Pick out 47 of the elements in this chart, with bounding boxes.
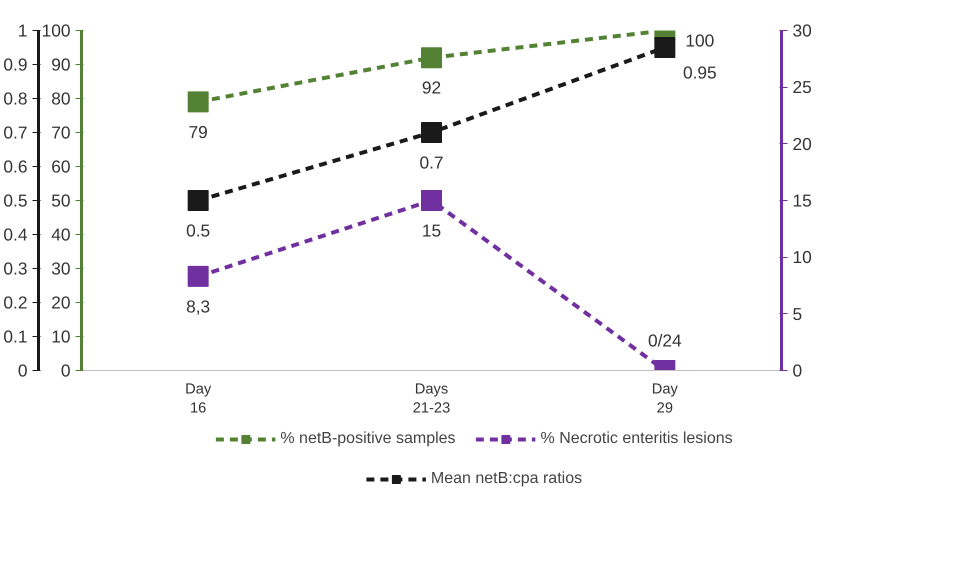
y-tick-label: 40 — [51, 224, 71, 244]
y3-tick-label: 0.4 — [3, 224, 28, 244]
y2-tick-label: 0 — [792, 360, 802, 380]
y3-tick-label: 0 — [18, 360, 28, 380]
data-label: 0.5 — [186, 220, 210, 240]
y3-tick-label: 1 — [18, 20, 28, 40]
y3-tick-label: 0.8 — [3, 88, 28, 108]
y-tick-label: 80 — [51, 88, 71, 108]
y-tick-label: 20 — [51, 292, 71, 312]
data-label: 100 — [685, 30, 714, 50]
y3-tick-label: 0.1 — [3, 326, 28, 346]
y2-tick-label: 25 — [792, 77, 812, 98]
y2-tick-label: 30 — [792, 20, 812, 40]
data-label: 79 — [188, 122, 208, 142]
y3-tick-label: 0.7 — [3, 122, 28, 142]
y-tick-label: 70 — [51, 122, 71, 142]
legend-label: % Necrotic enteritis lesions — [540, 430, 733, 448]
y2-tick-label: 5 — [792, 304, 802, 324]
y3-tick-label: 0.9 — [3, 54, 28, 74]
data-label: 0/24 — [648, 330, 682, 350]
point — [188, 190, 209, 211]
y-tick-label: 30 — [51, 258, 71, 278]
y3-tick-label: 0.6 — [3, 156, 28, 176]
y2-tick-label: 15 — [792, 190, 812, 210]
x-tick-label: Day 29 — [652, 382, 679, 417]
data-label: 0.95 — [682, 62, 717, 82]
y-tick-label: 50 — [51, 190, 71, 210]
y-tick-label: 60 — [51, 156, 71, 176]
y2-tick-label: 10 — [792, 247, 812, 268]
y3-tick-label: 0.2 — [3, 292, 28, 312]
y3-tick-label: 0.5 — [3, 190, 28, 210]
y-tick-label: 100 — [42, 20, 71, 40]
y-tick-label: 10 — [51, 326, 71, 346]
data-label: 0.7 — [419, 152, 444, 172]
data-label: 8,3 — [186, 296, 210, 316]
x-tick-label: Days 21-23 — [412, 382, 450, 417]
legend-label: % netB-positive samples — [280, 430, 456, 448]
x-tick-label: Day 16 — [185, 382, 212, 417]
legend-label: Mean netB:cpa ratios — [430, 470, 582, 488]
point — [654, 37, 676, 58]
y-tick-label: 0 — [60, 360, 71, 380]
y3-tick-label: 0.3 — [3, 258, 28, 278]
point — [421, 122, 442, 143]
y2-tick-label: 20 — [792, 134, 812, 154]
data-label: 15 — [422, 220, 442, 240]
data-label: 92 — [422, 78, 442, 98]
y-tick-label: 90 — [51, 54, 71, 74]
